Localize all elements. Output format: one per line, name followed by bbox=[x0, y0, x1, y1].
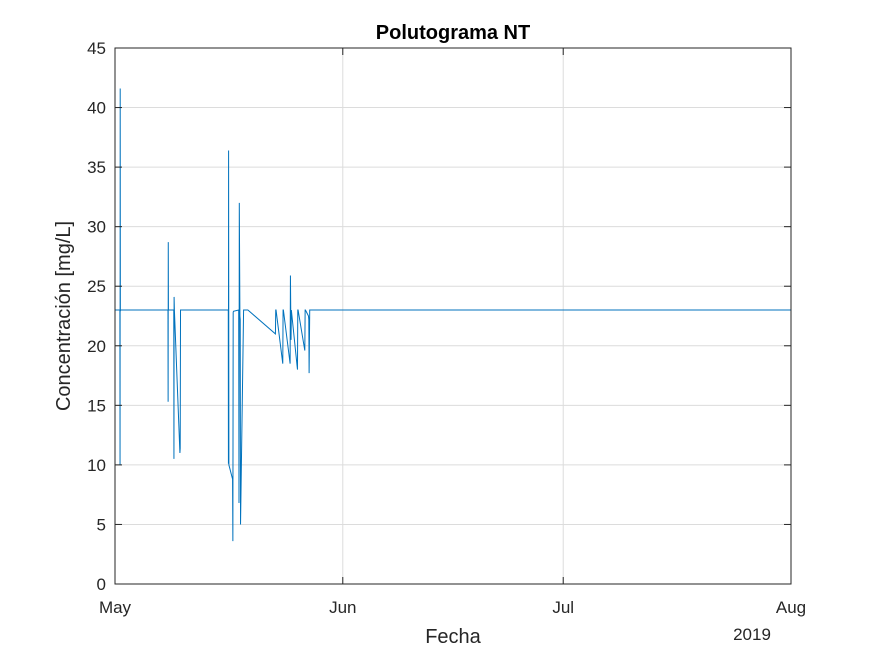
grid bbox=[115, 48, 791, 584]
x-tick-label: Aug bbox=[776, 598, 806, 617]
x-axis-year-label: 2019 bbox=[733, 625, 771, 644]
y-tick-label: 45 bbox=[87, 39, 106, 58]
x-tick-label: Jun bbox=[329, 598, 356, 617]
y-tick-label: 20 bbox=[87, 337, 106, 356]
y-tick-label: 5 bbox=[97, 515, 106, 534]
y-tick-label: 25 bbox=[87, 277, 106, 296]
data-layer bbox=[115, 88, 791, 542]
y-tick-label: 30 bbox=[87, 218, 106, 237]
x-tick-label: Jul bbox=[552, 598, 574, 617]
y-tick-label: 15 bbox=[87, 396, 106, 415]
series-line bbox=[115, 88, 791, 542]
x-axis-label: Fecha bbox=[425, 626, 481, 648]
axes-box bbox=[114, 47, 792, 585]
chart-title: Polutograma NT bbox=[376, 22, 530, 44]
y-tick-label: 10 bbox=[87, 456, 106, 475]
plot-area bbox=[115, 48, 791, 584]
y-tick-label: 0 bbox=[97, 575, 106, 594]
ticks: 0 5 10 15 20 25 30 35 40 45 May Jun Jul Aug bbox=[87, 39, 806, 617]
y-tick-label: 35 bbox=[87, 158, 106, 177]
y-axis-label: Concentración [mg/L] bbox=[53, 221, 75, 411]
y-tick-label: 40 bbox=[87, 99, 106, 118]
x-tick-label: May bbox=[99, 598, 132, 617]
